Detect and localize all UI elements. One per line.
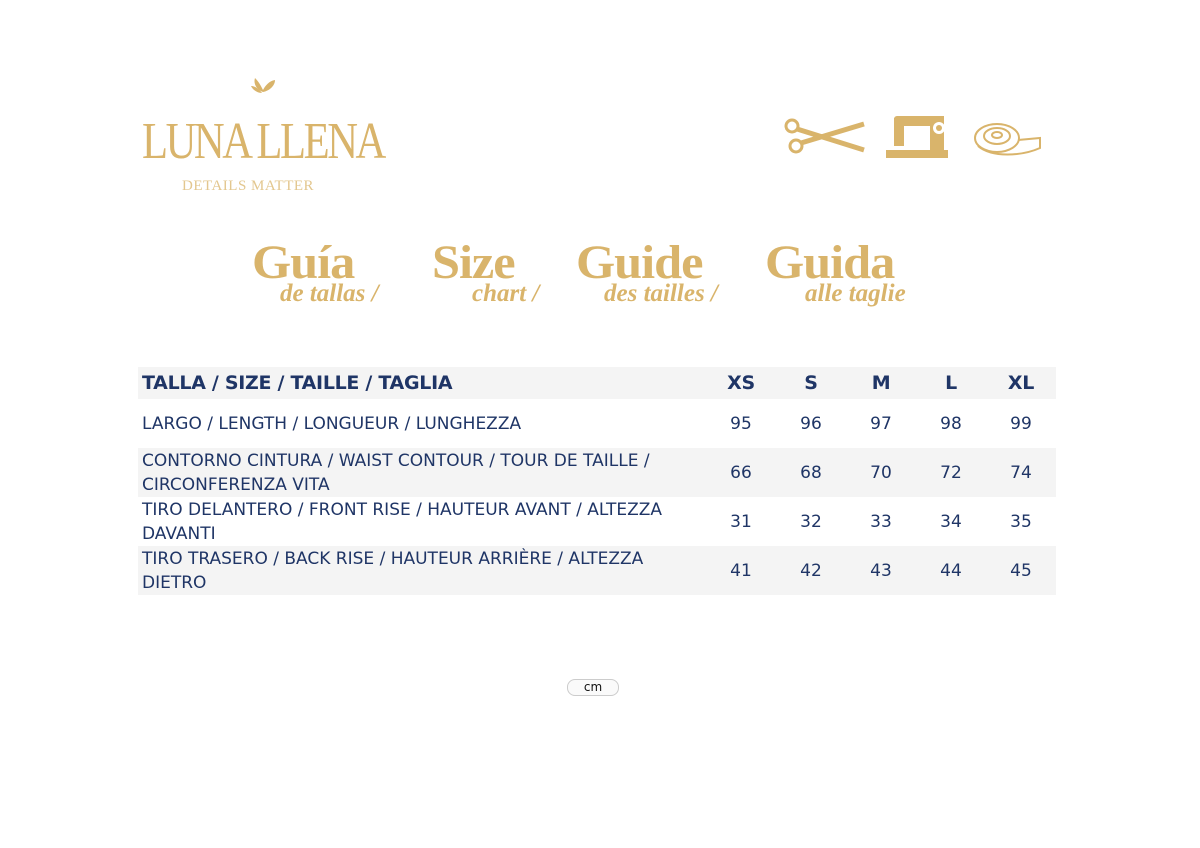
row-label: TIRO DELANTERO / FRONT RISE / HAUTEUR AV…: [142, 499, 663, 544]
title-french: Guide des tailles /: [576, 236, 718, 307]
tool-icons: [784, 116, 1041, 158]
brand-logo: LUNA LLENA: [142, 113, 386, 170]
size-chart-table: TALLA / SIZE / TAILLE / TAGLIA XS S M L …: [138, 367, 1056, 595]
size-xs: XS: [727, 372, 755, 394]
cell: 96: [800, 413, 822, 434]
table-row: LARGO / LENGTH / LONGUEUR / LUNGHEZZA 95…: [138, 399, 1056, 448]
cell: 97: [870, 413, 892, 434]
cell: 72: [940, 462, 962, 483]
cell: 66: [730, 462, 752, 483]
table-row: CONTORNO CINTURA / WAIST CONTOUR / TOUR …: [138, 448, 1056, 497]
table-row: TIRO TRASERO / BACK RISE / HAUTEUR ARRIÈ…: [138, 546, 1056, 595]
cell: 35: [1010, 511, 1032, 532]
row-label: TIRO TRASERO / BACK RISE / HAUTEUR ARRIÈ…: [142, 548, 644, 593]
cell: 43: [870, 560, 892, 581]
cell: 74: [1010, 462, 1032, 483]
cell: 98: [940, 413, 962, 434]
cell: 32: [800, 511, 822, 532]
cell: 70: [870, 462, 892, 483]
row-label: LARGO / LENGTH / LONGUEUR / LUNGHEZZA: [142, 413, 522, 434]
cell: 68: [800, 462, 822, 483]
size-m: M: [871, 372, 891, 394]
cell: 95: [730, 413, 752, 434]
cell: 45: [1010, 560, 1032, 581]
measuring-tape-icon: [974, 123, 1041, 156]
size-s: S: [804, 372, 818, 394]
table-header-row: TALLA / SIZE / TAILLE / TAGLIA XS S M L …: [138, 367, 1056, 399]
size-l: L: [945, 372, 957, 394]
cell: 41: [730, 560, 752, 581]
table-row: TIRO DELANTERO / FRONT RISE / HAUTEUR AV…: [138, 497, 1056, 546]
palm-leaf-icon: [251, 78, 275, 104]
cell: 44: [940, 560, 962, 581]
title-spanish: Guía de tallas /: [252, 236, 379, 307]
unit-badge: cm: [567, 679, 619, 696]
title-italian: Guida alle taglie: [765, 236, 906, 307]
row-label: CONTORNO CINTURA / WAIST CONTOUR / TOUR …: [142, 450, 650, 495]
sewing-machine-icon: [886, 116, 948, 158]
size-xl: XL: [1007, 372, 1035, 394]
header-label: TALLA / SIZE / TAILLE / TAGLIA: [142, 372, 453, 394]
brand-tagline: DETAILS MATTER: [182, 178, 315, 194]
cell: 99: [1010, 413, 1032, 434]
cell: 31: [730, 511, 752, 532]
cell: 33: [870, 511, 892, 532]
scissors-icon: [784, 118, 865, 154]
cell: 34: [940, 511, 962, 532]
title-english: Size chart /: [432, 236, 540, 307]
cell: 42: [800, 560, 822, 581]
